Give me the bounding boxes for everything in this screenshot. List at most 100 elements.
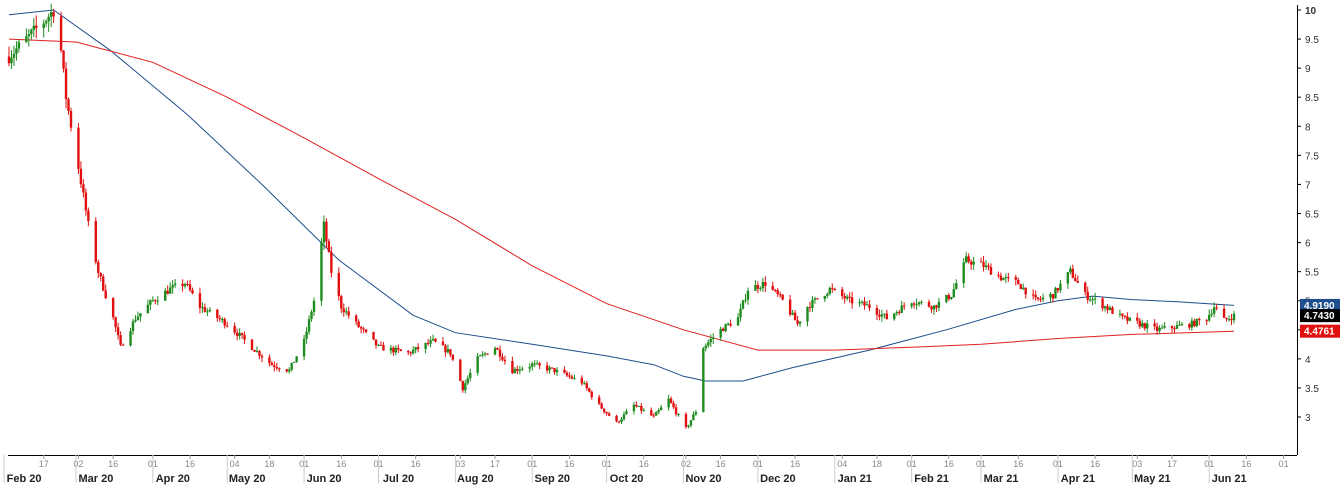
candle: [493, 346, 497, 356]
candle: [119, 331, 122, 347]
candle-body: [724, 324, 727, 332]
candle: [553, 367, 556, 375]
candle-body: [617, 421, 621, 423]
candle-body: [744, 299, 747, 301]
x-day-label: 16: [1241, 459, 1251, 469]
candle-body: [1215, 307, 1218, 309]
candle-body: [865, 304, 869, 306]
candle-body: [669, 398, 673, 403]
candle: [947, 292, 951, 301]
candle-body: [364, 329, 368, 332]
candle: [1039, 295, 1042, 303]
candle-body: [826, 293, 829, 297]
candle-body: [590, 391, 593, 398]
candle: [620, 417, 623, 424]
candle-body: [667, 398, 670, 408]
candle: [47, 13, 50, 32]
candle: [253, 349, 256, 352]
candle-body: [409, 352, 412, 354]
candle-body: [650, 410, 653, 416]
candle: [912, 301, 916, 309]
candle: [915, 298, 918, 310]
x-day-label: 16: [108, 459, 118, 469]
candle-body: [979, 261, 983, 263]
candle-body: [719, 328, 722, 338]
candle: [1041, 293, 1045, 303]
candle-body: [392, 347, 395, 353]
candle: [1155, 322, 1159, 335]
candle-body: [1188, 324, 1191, 328]
candle: [412, 346, 415, 355]
candle-body: [1143, 323, 1146, 329]
y-tick-label: 3.5: [1305, 384, 1319, 395]
candle-body: [64, 68, 68, 100]
candle: [243, 331, 246, 345]
candle-body: [255, 350, 259, 352]
candle: [1210, 309, 1213, 318]
candle-body: [173, 283, 177, 286]
candle: [426, 338, 430, 346]
candle-body: [82, 184, 85, 193]
candle-body: [1031, 294, 1035, 296]
candle-body: [216, 309, 219, 318]
candle-body: [389, 347, 393, 351]
candle-body: [694, 412, 698, 415]
candle: [1173, 326, 1176, 334]
candle-body: [1178, 324, 1181, 326]
candle: [166, 285, 169, 295]
candle-body: [302, 338, 306, 357]
candle-body: [982, 262, 985, 268]
candle: [984, 260, 988, 270]
candle-body: [912, 303, 916, 305]
candle: [585, 380, 588, 391]
candle-body: [692, 414, 695, 421]
candle: [486, 353, 489, 355]
candle-body: [233, 325, 236, 333]
candle-body: [1007, 277, 1010, 279]
candle-body: [1111, 307, 1114, 314]
candle-body: [860, 301, 864, 303]
candle: [364, 329, 368, 334]
candle-body: [342, 308, 345, 313]
candle: [42, 19, 45, 38]
candle-body: [771, 285, 774, 290]
candle: [431, 334, 435, 342]
candle: [342, 303, 345, 317]
candle: [1051, 293, 1055, 303]
candle-body: [52, 12, 55, 17]
candle: [59, 11, 63, 53]
candle: [865, 300, 869, 306]
candle: [441, 337, 445, 346]
candle: [667, 394, 670, 411]
candle-body: [240, 332, 244, 336]
candle-body: [486, 353, 489, 355]
candle: [910, 302, 913, 309]
candle: [171, 279, 174, 294]
candle: [67, 97, 70, 115]
candle: [588, 387, 591, 393]
candle-body: [902, 305, 906, 307]
candle: [1170, 325, 1174, 333]
candle-body: [305, 331, 308, 339]
x-day-label: 04: [837, 459, 847, 469]
candle: [1143, 322, 1146, 331]
candle-body: [394, 347, 398, 353]
candle-body: [689, 420, 693, 426]
candle: [221, 317, 224, 324]
candle-body: [528, 366, 531, 369]
candle-body: [431, 338, 435, 341]
candle-body: [798, 321, 802, 324]
candle: [129, 327, 132, 347]
candle: [1088, 296, 1092, 302]
candle: [478, 354, 482, 357]
candle-body: [312, 300, 316, 312]
candle: [1014, 274, 1017, 286]
candle-body: [119, 335, 122, 345]
candle: [451, 354, 455, 362]
candle: [746, 287, 750, 305]
candle-body: [397, 347, 400, 350]
candle: [583, 380, 586, 385]
candle-body: [250, 339, 254, 351]
y-tick-label: 9.5: [1305, 35, 1319, 46]
candle-body: [602, 408, 606, 412]
